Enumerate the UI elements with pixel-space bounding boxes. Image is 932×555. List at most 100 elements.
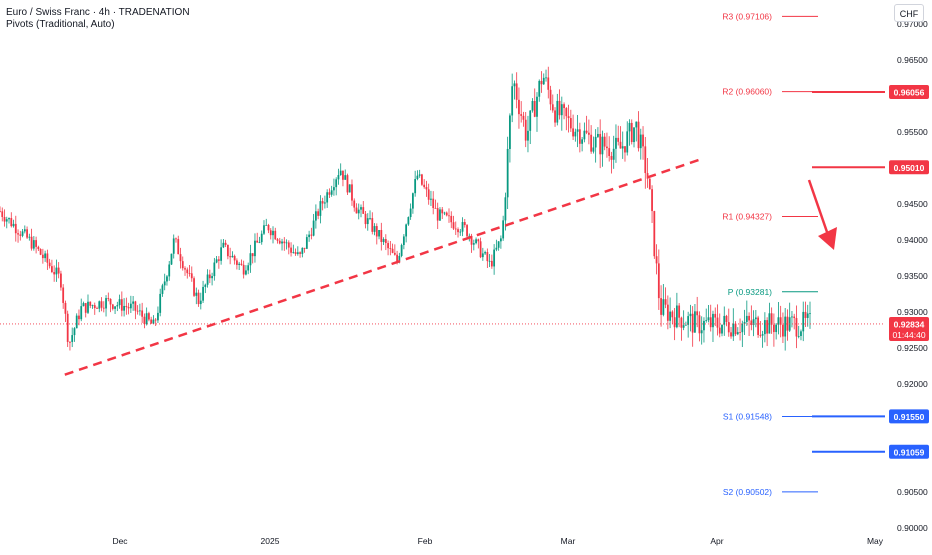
- candle-body: [134, 301, 137, 311]
- candle-body: [651, 189, 653, 212]
- candle-body: [461, 222, 464, 232]
- candle-body: [540, 80, 543, 85]
- candle-body: [48, 262, 51, 267]
- candle-body: [691, 313, 694, 333]
- candle-body: [682, 325, 685, 328]
- candle-body: [296, 252, 299, 254]
- candle-body: [775, 324, 778, 333]
- candle-body: [389, 248, 392, 250]
- level-tag: [889, 84, 929, 99]
- candle-body: [100, 301, 103, 308]
- candle-body: [245, 270, 247, 275]
- candle-body: [303, 247, 306, 249]
- candle-body: [357, 209, 360, 214]
- candle-body: [129, 303, 132, 309]
- currency-button[interactable]: CHF: [894, 4, 924, 22]
- candle-body: [685, 324, 687, 326]
- candle-body: [371, 218, 374, 232]
- indicator-label[interactable]: Pivots (Traditional, Auto): [6, 19, 115, 30]
- candle-body: [527, 130, 529, 141]
- candle-body: [786, 316, 789, 331]
- candle-body: [725, 315, 728, 322]
- candle-body: [795, 318, 798, 337]
- candle-body: [267, 224, 270, 231]
- candle-body: [590, 134, 593, 152]
- candle-body: [565, 108, 568, 117]
- candle-body: [414, 179, 417, 194]
- candle-body: [195, 292, 198, 296]
- level-tag-label: 0.91059: [894, 447, 925, 457]
- candle-body: [675, 305, 678, 328]
- level-tag: [889, 160, 929, 175]
- candle-body: [743, 321, 746, 324]
- candle-body: [254, 240, 256, 257]
- y-tick-label: 0.90500: [897, 487, 928, 497]
- pivot-label-s1: S1 (0.91548): [723, 412, 772, 422]
- candle-body: [626, 131, 629, 153]
- candle-body: [123, 305, 125, 311]
- candle-body: [610, 156, 613, 160]
- candle-body: [224, 242, 227, 245]
- candle-body: [69, 341, 71, 343]
- candle-body: [66, 313, 69, 342]
- candle-body: [175, 238, 177, 240]
- candle-body: [206, 274, 209, 285]
- candle-body: [143, 316, 146, 325]
- candle-body: [739, 332, 741, 333]
- candle-body: [581, 139, 584, 144]
- candle-body: [653, 211, 656, 257]
- candle-body: [646, 173, 649, 179]
- candle-body: [411, 193, 414, 209]
- candle-body: [53, 271, 56, 275]
- candle-body: [800, 331, 802, 336]
- candle-body: [8, 218, 10, 220]
- candle-body: [502, 220, 505, 239]
- candle-body: [5, 219, 8, 222]
- candle-body: [621, 146, 624, 149]
- candle-body: [398, 255, 401, 262]
- candle-body: [705, 320, 708, 321]
- candle-body: [736, 332, 739, 335]
- candle-body: [238, 263, 241, 265]
- candle-body: [481, 253, 484, 258]
- x-tick-label: Feb: [418, 536, 433, 546]
- candle-body: [545, 77, 547, 79]
- candle-body: [107, 298, 110, 299]
- candle-body: [105, 298, 107, 309]
- candle-body: [513, 83, 516, 87]
- candle-body: [208, 274, 211, 279]
- candle-body: [186, 269, 189, 274]
- candle-body: [161, 285, 164, 294]
- candle-body: [727, 321, 730, 333]
- candle-body: [276, 239, 279, 241]
- candle-body: [709, 317, 712, 328]
- candle-body: [554, 110, 556, 123]
- y-tick-label: 0.92500: [897, 343, 928, 353]
- candle-body: [538, 80, 541, 97]
- candle-body: [87, 301, 89, 313]
- candle-body: [375, 226, 378, 237]
- candle-body: [597, 133, 599, 137]
- candle-body: [567, 116, 570, 119]
- candle-body: [761, 334, 764, 336]
- support-trendline[interactable]: [64, 158, 702, 376]
- candle-body: [10, 218, 13, 227]
- candle-body: [694, 311, 696, 333]
- pivot-label-s2: S2 (0.90502): [723, 487, 772, 497]
- candle-body: [563, 104, 565, 109]
- candle-body: [606, 146, 608, 149]
- candle-body: [256, 240, 259, 243]
- candle-body: [430, 198, 432, 200]
- candle-body: [73, 328, 76, 336]
- candle-body: [436, 208, 439, 221]
- candle-body: [80, 306, 83, 320]
- candle-body: [407, 217, 410, 225]
- candle-body: [642, 134, 644, 147]
- y-tick-label: 0.93500: [897, 271, 928, 281]
- candle-body: [145, 313, 148, 325]
- candle-body: [427, 189, 430, 200]
- candle-body: [240, 263, 243, 265]
- candle-body: [536, 96, 538, 117]
